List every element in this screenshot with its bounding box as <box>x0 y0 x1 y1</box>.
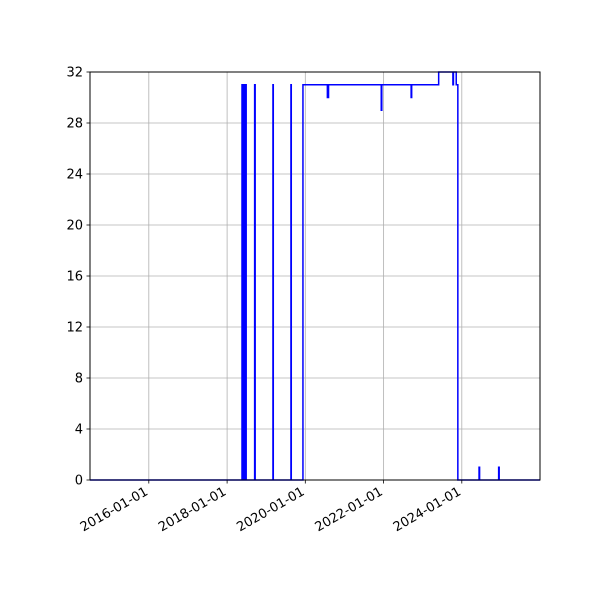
series-line <box>90 71 540 481</box>
y-tick-label: 0 <box>75 474 83 489</box>
y-tick-label: 8 <box>75 372 83 387</box>
y-tick-label: 4 <box>75 423 83 438</box>
y-tick-label: 16 <box>66 270 83 285</box>
y-tick-label: 24 <box>66 168 83 183</box>
y-tick-label: 12 <box>66 321 83 336</box>
y-tick-label: 20 <box>66 219 83 234</box>
plot-area <box>90 71 540 481</box>
y-tick-label: 32 <box>66 66 83 81</box>
y-tick-label: 28 <box>66 117 83 132</box>
ticks <box>86 71 463 484</box>
